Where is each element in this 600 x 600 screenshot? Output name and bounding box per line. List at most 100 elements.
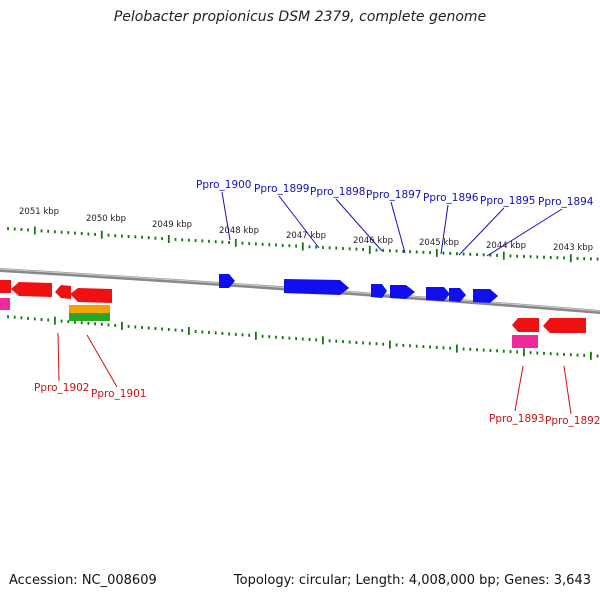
gene-arrow-ppro-1900[interactable] [219, 274, 235, 288]
minor-tick [395, 343, 398, 347]
minor-tick [134, 325, 137, 329]
minor-tick [147, 326, 150, 330]
minor-tick [40, 318, 43, 321]
minor-tick [496, 253, 498, 257]
minor-tick [181, 329, 184, 332]
minor-tick [13, 227, 16, 231]
minor-tick [536, 351, 539, 355]
minor-tick [348, 340, 351, 344]
minor-tick [375, 248, 378, 252]
gene-arrow-ppro-1901[interactable] [70, 288, 112, 303]
minor-tick [261, 334, 264, 338]
minor-tick [482, 348, 485, 352]
minor-tick [228, 332, 230, 336]
major-tick [54, 316, 56, 325]
gene-label-ppro-1896[interactable]: Ppro_1896 [423, 192, 479, 204]
minor-tick [221, 240, 224, 244]
minor-tick [141, 326, 143, 329]
gene-arrow-ppro-1898[interactable] [371, 284, 387, 298]
leader-line [514, 365, 524, 412]
gene-label-ppro-1902[interactable]: Ppro_1902 [34, 382, 89, 394]
minor-tick [20, 228, 23, 231]
minor-tick [47, 229, 50, 233]
gene-label-ppro-1899[interactable]: Ppro_1899 [254, 183, 309, 195]
minor-tick [201, 239, 204, 243]
minor-tick [288, 336, 291, 340]
minor-tick [121, 234, 123, 238]
reverse-leader-lines [57, 332, 572, 415]
major-tick [100, 230, 103, 239]
scale-label: 2043 kbp [553, 243, 593, 253]
minor-tick [134, 235, 137, 239]
minor-tick [315, 245, 318, 249]
gene-label-ppro-1892[interactable]: Ppro_1892 [545, 415, 600, 427]
minor-tick [255, 242, 257, 246]
minor-tick [288, 244, 291, 248]
gene-arrow-ppro-1899[interactable] [284, 279, 349, 295]
major-tick [389, 340, 391, 349]
minor-tick [429, 345, 431, 349]
minor-tick [422, 345, 425, 349]
gene-arrow-ppro-1897[interactable] [390, 285, 415, 299]
minor-tick [40, 229, 43, 233]
minor-tick [543, 351, 545, 355]
gene-label-ppro-1901[interactable]: Ppro_1901 [91, 388, 146, 400]
minor-tick [389, 249, 391, 253]
upper-tick-row [7, 226, 599, 263]
gene-label-ppro-1894[interactable]: Ppro_1894 [538, 196, 594, 208]
minor-tick [476, 253, 478, 257]
minor-tick [308, 337, 311, 341]
major-tick [255, 331, 257, 340]
minor-tick [569, 353, 572, 357]
minor-tick [67, 320, 70, 324]
minor-tick [489, 253, 492, 257]
minor-tick [382, 342, 385, 346]
minor-tick [234, 332, 237, 336]
gene-arrow-ppro-1896[interactable] [426, 287, 450, 301]
gene-arrow-reverse[interactable] [0, 280, 11, 293]
minor-tick [47, 318, 50, 322]
gene-arrow-ppro-1894[interactable] [473, 289, 498, 303]
pink-feature[interactable] [512, 335, 538, 348]
green-feature[interactable] [69, 313, 110, 321]
minor-tick [442, 251, 445, 255]
minor-tick [167, 328, 170, 331]
minor-tick [355, 341, 358, 344]
minor-tick [94, 322, 96, 326]
minor-tick [402, 249, 405, 253]
minor-tick [201, 330, 204, 334]
minor-tick [516, 350, 519, 354]
minor-tick [248, 333, 251, 337]
gene-arrow-reverse[interactable] [55, 285, 71, 299]
minor-tick [268, 243, 271, 247]
minor-tick [154, 327, 157, 330]
minor-tick [543, 255, 545, 259]
minor-tick [469, 252, 472, 256]
gene-label-ppro-1893[interactable]: Ppro_1893 [489, 413, 544, 425]
minor-tick [161, 237, 163, 241]
minor-tick [482, 253, 485, 257]
gene-label-ppro-1897[interactable]: Ppro_1897 [366, 189, 421, 201]
gene-arrow-ppro-1895[interactable] [449, 288, 466, 302]
gene-arrow-ppro-1892[interactable] [543, 318, 586, 333]
accession-text: Accession: NC_008609 [9, 573, 157, 588]
gene-label-ppro-1898[interactable]: Ppro_1898 [310, 186, 365, 198]
minor-tick [509, 350, 512, 354]
gene-arrow-ppro-1893[interactable] [512, 318, 539, 332]
minor-tick [127, 324, 130, 328]
major-tick [301, 242, 304, 251]
minor-tick [60, 230, 63, 234]
gene-label-ppro-1895[interactable]: Ppro_1895 [480, 195, 535, 207]
minor-tick [489, 349, 492, 352]
scale-label: 2047 kbp [286, 231, 326, 241]
pink-feature[interactable] [0, 298, 10, 310]
scale-label: 2051 kbp [19, 207, 59, 217]
orange-feature[interactable] [69, 305, 110, 313]
gene-arrow-reverse[interactable] [11, 282, 52, 297]
reverse-genes-right [512, 318, 586, 348]
minor-tick [27, 228, 29, 232]
minor-tick [281, 243, 284, 247]
gene-label-ppro-1900[interactable]: Ppro_1900 [196, 179, 251, 191]
minor-tick [214, 331, 217, 335]
